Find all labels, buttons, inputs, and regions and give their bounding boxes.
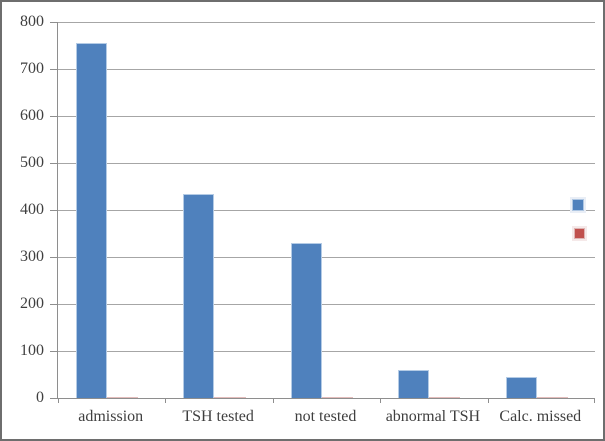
bar-series-2-tsh-tested [214, 396, 246, 398]
y-axis-label-200: 200 [20, 295, 44, 312]
bar-series-2-calc-missed [536, 396, 568, 398]
plot-area [50, 22, 595, 403]
gridline-300 [58, 257, 595, 258]
category-group-not-tested [273, 22, 380, 398]
y-axis-label-600: 600 [20, 107, 44, 124]
category-group-admission [58, 22, 165, 398]
y-axis-tick-400 [50, 210, 58, 211]
bar-series-1-calc-missed [505, 376, 537, 398]
y-axis-tick-700 [50, 69, 58, 70]
x-axis-tick-1 [165, 398, 166, 403]
legend-key-blue-series [572, 199, 584, 211]
gridline-100 [58, 351, 595, 352]
x-axis-label-not-tested: not tested [294, 408, 357, 425]
gridline-700 [58, 69, 595, 70]
y-axis-tick-200 [50, 304, 58, 305]
bar-series-1-tsh-tested [183, 193, 215, 398]
bar-series-1-not-tested [290, 242, 322, 398]
y-axis-tick-600 [50, 116, 58, 117]
y-axis-label-0: 0 [36, 389, 44, 406]
bar-series-1-abnormal-tsh [398, 369, 430, 398]
x-axis-tick-4 [488, 398, 489, 403]
y-axis-label-500: 500 [20, 154, 44, 171]
bar-series-1-admission [76, 43, 108, 398]
y-axis-tick-500 [50, 163, 58, 164]
x-axis-tick-5 [594, 398, 595, 403]
gridline-400 [58, 210, 595, 211]
bar-series-2-abnormal-tsh [429, 396, 461, 398]
x-axis-label-abnormal-tsh: abnormal TSH [385, 408, 481, 425]
legend-key-red-series [574, 228, 585, 239]
y-axis-label-100: 100 [20, 342, 44, 359]
x-axis-label-admission: admission [78, 408, 144, 425]
y-axis-label-800: 800 [20, 13, 44, 30]
y-axis-label-400: 400 [20, 201, 44, 218]
bar-series-2-admission [107, 396, 139, 398]
gridline-500 [58, 163, 595, 164]
bar-series-2-not-tested [321, 396, 353, 398]
y-axis-tick-800 [50, 22, 58, 23]
y-axis-tick-0 [50, 398, 58, 399]
x-axis-tick-0 [58, 398, 59, 403]
category-group-calc-missed [488, 22, 595, 398]
gridline-200 [58, 304, 595, 305]
x-axis-label-calc-missed: Calc. missed [499, 408, 582, 425]
gridline-800 [58, 22, 595, 23]
y-axis-tick-300 [50, 257, 58, 258]
gridline-600 [58, 116, 595, 117]
x-axis-tick-3 [380, 398, 381, 403]
x-axis-label-tsh-tested: TSH tested [182, 408, 254, 425]
y-axis-label-300: 300 [20, 248, 44, 265]
y-axis-tick-100 [50, 351, 58, 352]
category-group-tsh-tested [165, 22, 272, 398]
x-axis-tick-2 [273, 398, 274, 403]
category-group-abnormal-tsh [380, 22, 487, 398]
y-axis-label-700: 700 [20, 60, 44, 77]
